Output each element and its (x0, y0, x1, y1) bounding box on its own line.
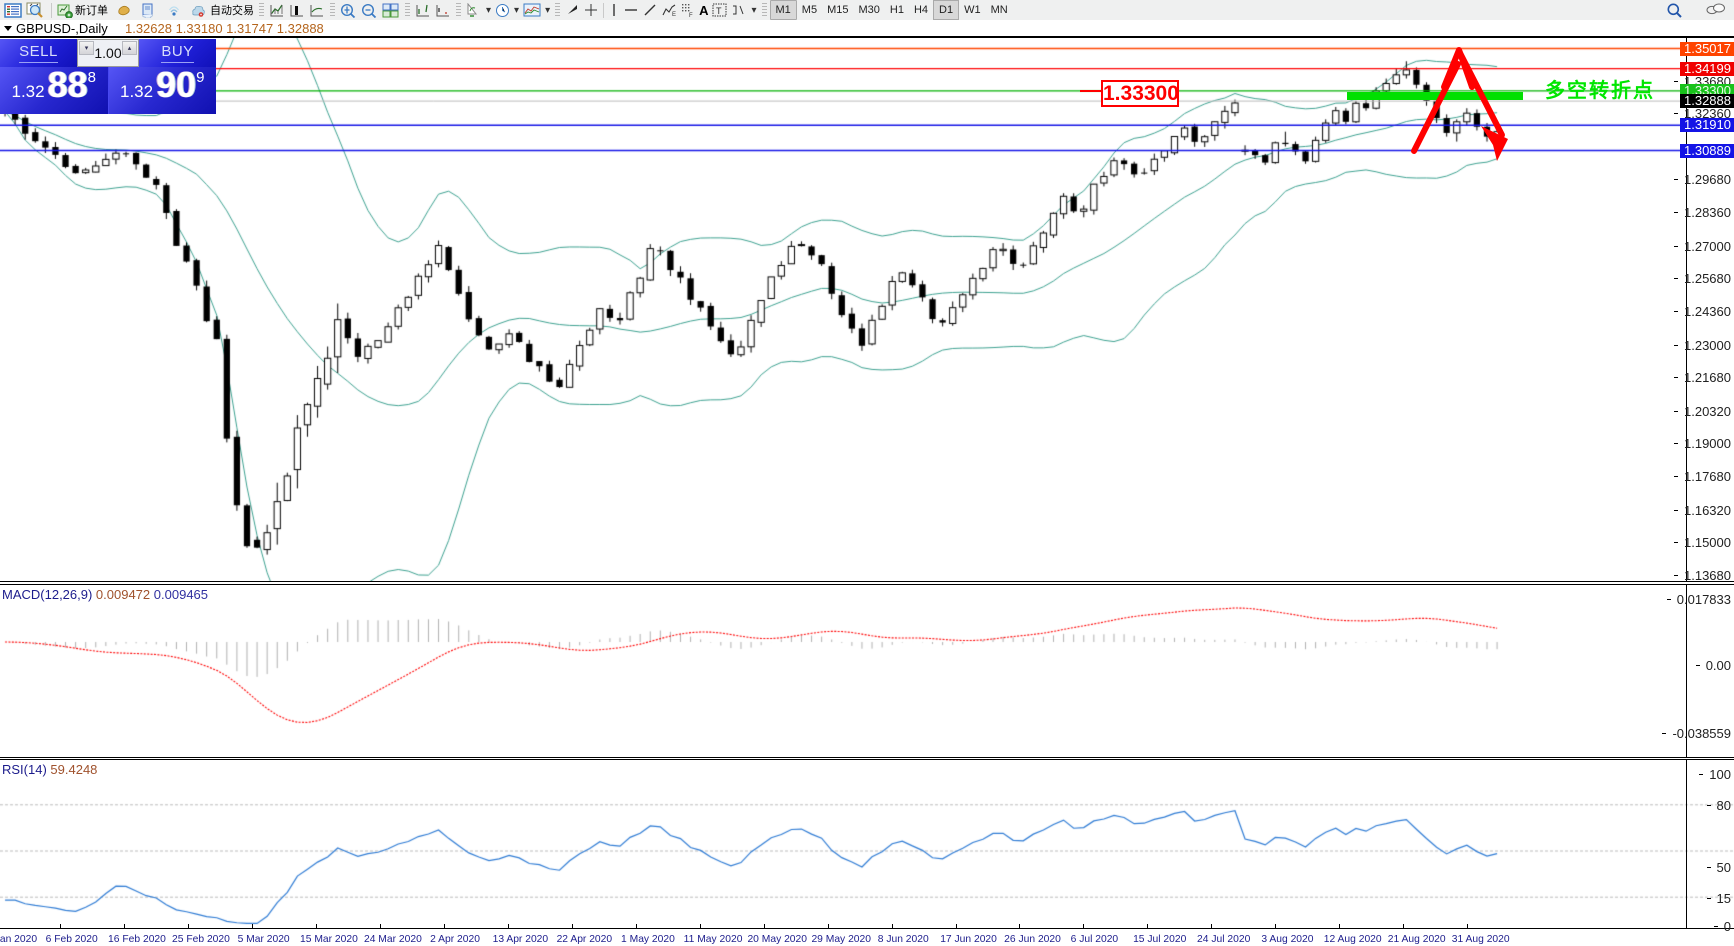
svg-text:F: F (689, 13, 693, 17)
svg-text:T: T (716, 6, 722, 16)
svg-text:E: E (672, 12, 676, 17)
